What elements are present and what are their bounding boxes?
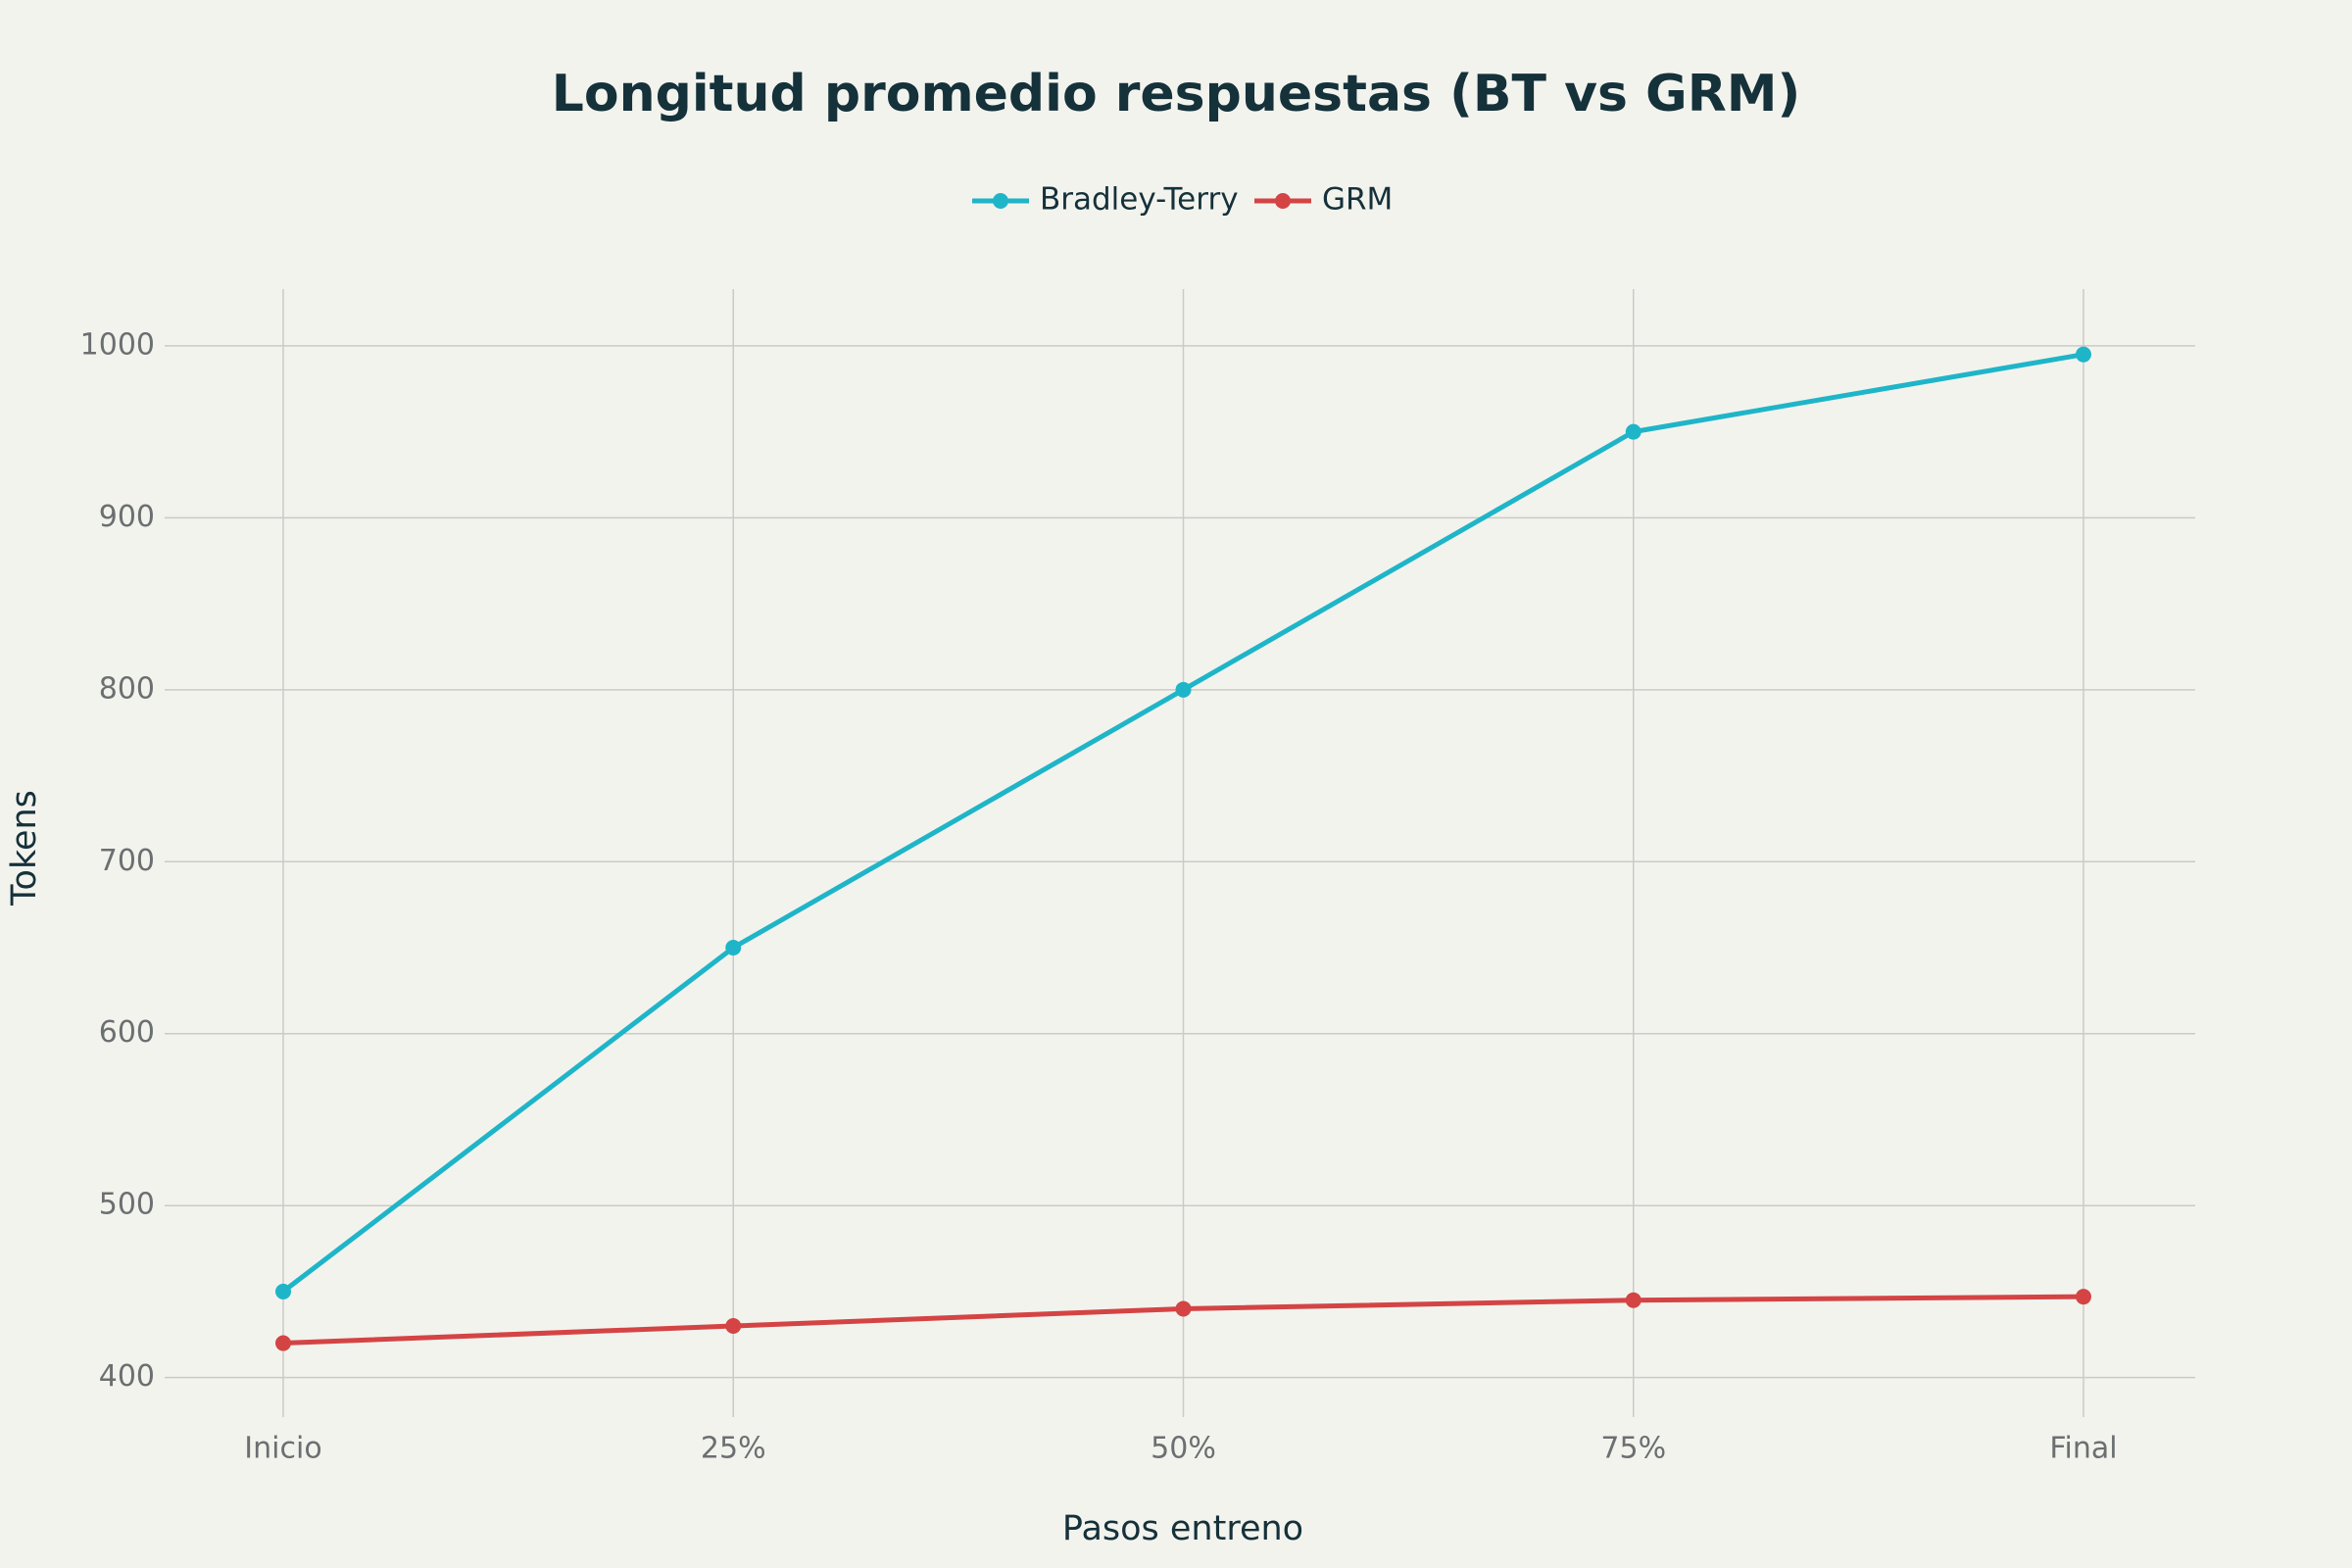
y-tick-label: 900 bbox=[99, 500, 155, 534]
x-tick-label: 25% bbox=[701, 1432, 766, 1466]
y-tick-label: 400 bbox=[99, 1359, 155, 1394]
data-point bbox=[275, 1335, 291, 1351]
y-tick-label: 700 bbox=[99, 844, 155, 878]
data-point bbox=[1625, 1292, 1642, 1308]
data-point bbox=[725, 940, 742, 956]
data-point bbox=[1625, 423, 1642, 440]
data-point bbox=[1175, 1300, 1192, 1317]
data-point bbox=[1175, 681, 1192, 698]
legend-label: Bradley-Terry bbox=[1040, 182, 1239, 218]
data-point bbox=[275, 1283, 291, 1299]
y-tick-label: 800 bbox=[99, 671, 155, 706]
x-tick-label: Inicio bbox=[244, 1432, 321, 1466]
y-tick-label: 600 bbox=[99, 1015, 155, 1050]
chart-title: Longitud promedio respuestas (BT vs GRM) bbox=[552, 65, 1801, 123]
legend-label: GRM bbox=[1322, 182, 1393, 218]
data-point bbox=[2076, 346, 2091, 363]
x-tick-label: Final bbox=[2049, 1432, 2117, 1466]
legend-marker bbox=[1275, 193, 1291, 209]
y-axis-title: Tokens bbox=[5, 790, 44, 906]
x-tick-label: 50% bbox=[1151, 1432, 1216, 1466]
y-tick-label: 500 bbox=[99, 1188, 155, 1222]
y-tick-label: 1000 bbox=[80, 327, 155, 362]
data-point bbox=[2076, 1289, 2091, 1305]
data-point bbox=[725, 1318, 742, 1335]
legend-marker bbox=[993, 193, 1008, 209]
x-tick-label: 75% bbox=[1600, 1432, 1666, 1466]
x-axis-title: Pasos entreno bbox=[1062, 1509, 1303, 1548]
